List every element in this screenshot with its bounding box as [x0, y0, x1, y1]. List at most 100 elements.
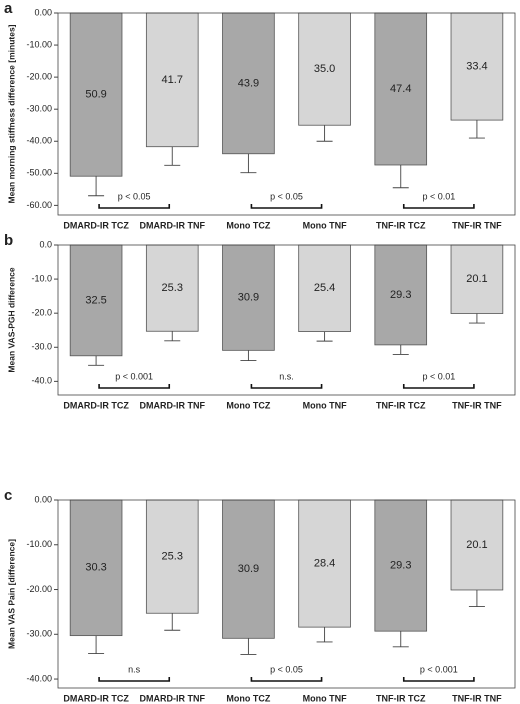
x-tick-label: TNF-IR TCZ	[376, 693, 426, 703]
bar	[69, 499, 123, 637]
y-axis-label: Mean VAS-PGH difference	[6, 267, 16, 372]
y-tick-label: -60.00	[26, 200, 52, 210]
value-label: 30.3	[85, 562, 106, 574]
value-label: 41.7	[162, 74, 183, 86]
y-axis-label: Mean morning stiffness difference [minut…	[6, 24, 16, 203]
significance-label: n.s.	[279, 371, 294, 381]
value-label: 25.3	[162, 551, 183, 563]
plot-frame	[57, 499, 516, 689]
plot-frame	[57, 244, 516, 396]
value-label: 25.3	[162, 282, 183, 294]
significance-label: p < 0.05	[270, 191, 303, 201]
value-label: 30.9	[238, 563, 259, 575]
bar	[145, 499, 199, 614]
significance-bracket	[250, 677, 323, 682]
x-tick-label: TNF-IR TCZ	[376, 220, 426, 230]
x-tick-label: Mono TCZ	[226, 400, 270, 410]
error-bar	[164, 146, 181, 166]
error-bar	[468, 589, 485, 607]
significance-label: n.s	[128, 664, 141, 674]
x-tick-label: TNF-IR TNF	[452, 220, 502, 230]
panel-label: c	[4, 487, 12, 504]
error-bar	[240, 153, 257, 174]
bar	[450, 12, 504, 121]
value-label: 28.4	[314, 557, 335, 569]
bar	[374, 12, 428, 166]
x-tick-label: DMARD-IR TCZ	[63, 400, 129, 410]
x-tick-label: TNF-IR TCZ	[376, 400, 426, 410]
significance-bracket	[98, 677, 171, 682]
y-tick-label: 0.0	[39, 239, 52, 249]
significance-label: p < 0.01	[422, 191, 455, 201]
x-tick-label: TNF-IR TNF	[452, 400, 502, 410]
bar	[145, 12, 199, 148]
x-tick-label: DMARD-IR TCZ	[63, 693, 129, 703]
value-label: 32.5	[85, 294, 106, 306]
significance-bracket	[402, 384, 475, 389]
error-bar	[164, 331, 181, 342]
significance-label: p < 0.05	[118, 191, 151, 201]
error-bar	[240, 350, 257, 362]
value-label: 47.4	[390, 83, 411, 95]
y-axis-label: Mean VAS Pain [difference]	[6, 539, 16, 649]
y-tick-label: -30.00	[26, 104, 52, 114]
x-tick-label: DMARD-IR TNF	[140, 400, 206, 410]
y-tick-label: -40.0	[31, 376, 52, 386]
significance-bracket	[98, 384, 171, 389]
value-label: 25.4	[314, 282, 335, 294]
y-tick-label: -10.0	[31, 273, 52, 283]
x-tick-label: Mono TNF	[303, 400, 347, 410]
bar	[145, 244, 199, 332]
significance-label: p < 0.001	[115, 371, 153, 381]
significance-label: p < 0.05	[270, 664, 303, 674]
significance-bracket	[402, 204, 475, 209]
bar	[222, 499, 275, 639]
bar	[222, 12, 275, 155]
value-label: 35.0	[314, 63, 335, 75]
y-tick-label: -20.0	[31, 308, 52, 318]
error-bar	[392, 631, 409, 648]
x-tick-label: TNF-IR TNF	[452, 693, 502, 703]
error-bar	[88, 355, 105, 366]
value-label: 50.9	[85, 89, 106, 101]
bar	[374, 499, 428, 632]
y-tick-label: -40.00	[26, 136, 52, 146]
significance-label: p < 0.001	[420, 664, 458, 674]
value-label: 33.4	[466, 60, 487, 72]
value-label: 20.1	[466, 539, 487, 551]
plot-frame	[57, 12, 516, 216]
y-tick-label: -10.00	[26, 39, 52, 49]
x-tick-label: DMARD-IR TNF	[140, 693, 206, 703]
x-tick-label: Mono TCZ	[226, 220, 270, 230]
value-label: 30.9	[238, 292, 259, 304]
significance-label: p < 0.01	[422, 371, 455, 381]
y-tick-label: -40.00	[26, 673, 52, 683]
y-tick-label: -30.00	[26, 629, 52, 639]
bar	[450, 499, 504, 591]
error-bar	[88, 635, 105, 654]
panel-label: b	[4, 232, 13, 249]
panel-label: a	[4, 0, 13, 17]
x-tick-label: DMARD-IR TNF	[140, 220, 206, 230]
error-bar	[468, 120, 485, 139]
significance-bracket	[250, 204, 323, 209]
error-bar	[392, 344, 409, 355]
error-bar	[316, 331, 333, 342]
error-bar	[164, 613, 181, 631]
error-bar	[88, 176, 105, 197]
x-tick-label: Mono TNF	[303, 220, 347, 230]
significance-bracket	[98, 204, 171, 209]
value-label: 43.9	[238, 77, 259, 89]
bar	[69, 244, 123, 357]
y-tick-label: -20.00	[26, 584, 52, 594]
y-tick-label: 0.00	[34, 7, 52, 17]
y-tick-label: -10.00	[26, 539, 52, 549]
error-bar	[240, 638, 257, 655]
x-tick-label: DMARD-IR TCZ	[63, 220, 129, 230]
bar	[374, 244, 428, 346]
y-tick-label: -30.0	[31, 342, 52, 352]
error-bar	[316, 627, 333, 643]
error-bar	[468, 313, 485, 324]
bar	[450, 244, 504, 314]
